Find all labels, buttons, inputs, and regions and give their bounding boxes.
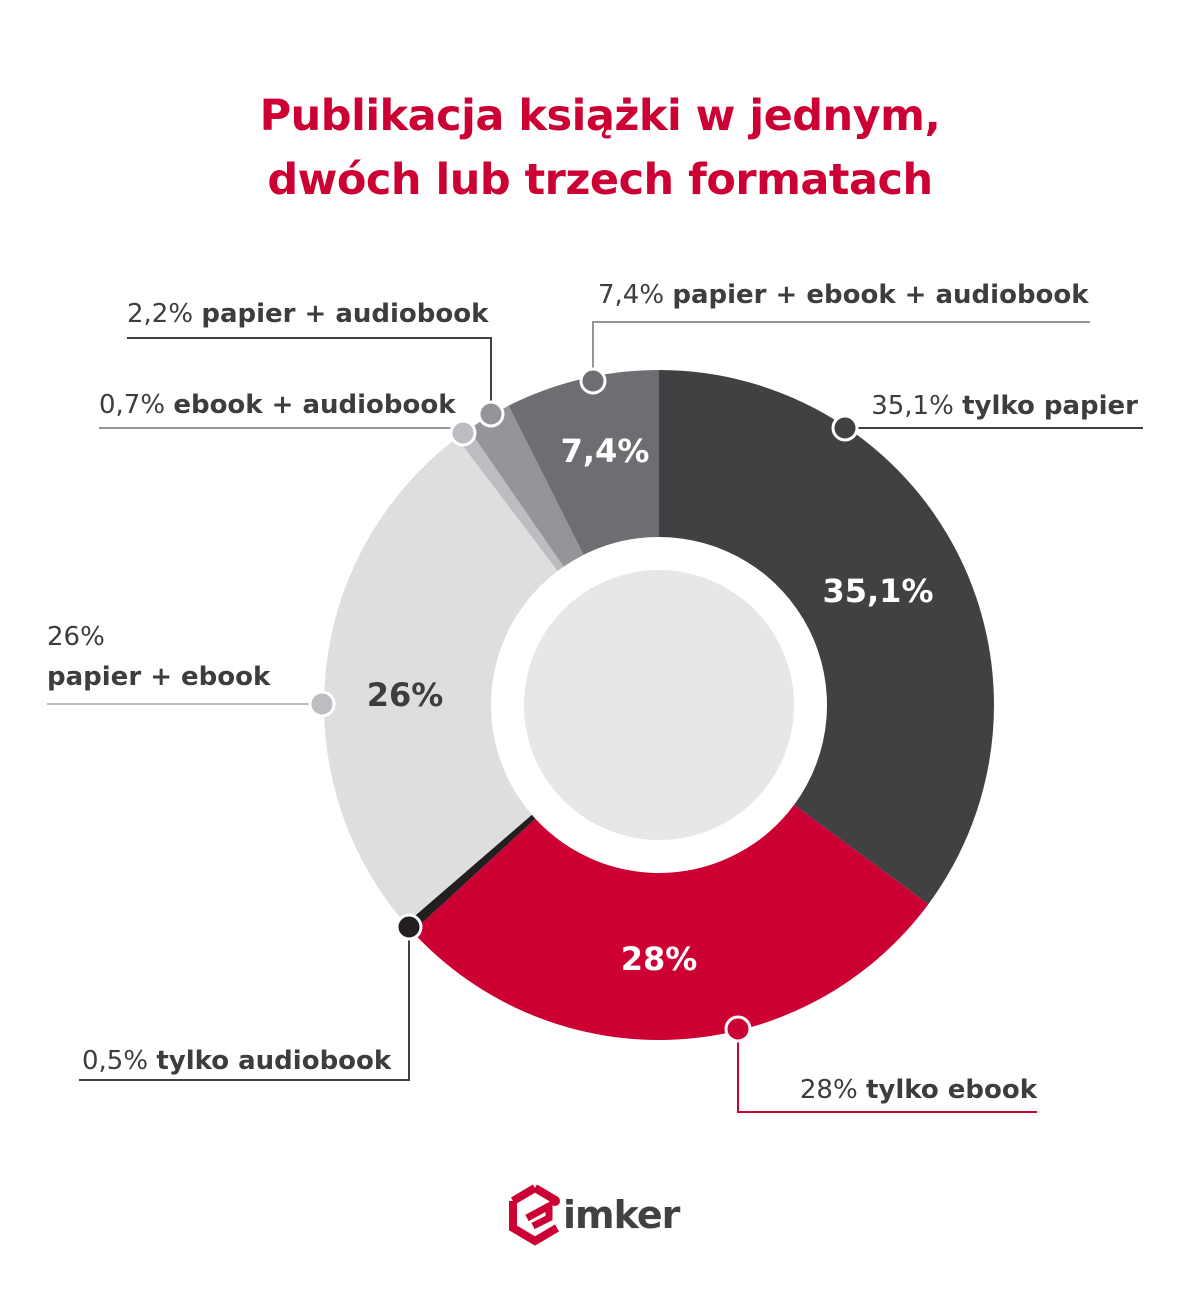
slice-value-label: 35,1%	[822, 572, 933, 610]
callout-label: 2,2% papier + audiobook	[127, 299, 489, 329]
callout-label: 0,7% ebook + audiobook	[99, 390, 456, 420]
callout-text: tylko ebook	[866, 1075, 1038, 1105]
callout-percent: 2,2%	[127, 299, 201, 329]
chart-title: Publikacja książki w jednym, dwóch lub t…	[0, 84, 1200, 212]
callout-label: 28% tylko ebook	[800, 1075, 1038, 1105]
callout-text: ebook + audiobook	[173, 390, 456, 420]
callout-text: papier + ebook	[47, 662, 271, 692]
callout-label: 35,1% tylko papier	[871, 391, 1138, 421]
callout-percent: 35,1%	[871, 391, 962, 421]
callout-percent: 0,5%	[82, 1046, 156, 1076]
chart-title-line-2: dwóch lub trzech formatach	[267, 155, 933, 205]
callout-text: papier + ebook + audiobook	[672, 280, 1089, 310]
callout-label: 26% papier + ebook	[47, 622, 271, 692]
callout-dot	[449, 419, 477, 447]
callout-text: papier + audiobook	[201, 299, 489, 329]
callout-dot	[308, 690, 336, 718]
callout-text: tylko audiobook	[156, 1046, 392, 1076]
slice-value-label: 26%	[367, 676, 444, 714]
donut-slice	[659, 370, 994, 905]
callout-dot	[579, 367, 607, 395]
callout-leader-line	[99, 427, 464, 434]
slice-value-label: 7,4%	[561, 432, 650, 470]
callout-percent: 0,7%	[99, 390, 173, 420]
callout-label: 7,4% papier + ebook + audiobook	[598, 280, 1089, 310]
callout-leader-line	[79, 927, 410, 1081]
callout-label: 0,5% tylko audiobook	[82, 1046, 392, 1076]
donut-slice	[405, 814, 536, 932]
donut-center	[524, 570, 794, 840]
donut-slice	[324, 437, 558, 924]
callout-dot	[477, 400, 505, 428]
callout-leader-line	[592, 321, 1090, 381]
callout-text: tylko papier	[962, 391, 1138, 421]
chart-title-line-1: Publikacja książki w jednym,	[259, 91, 941, 141]
logo-hexagon-icon	[509, 1184, 560, 1246]
callout-dot	[395, 913, 423, 941]
donut-slice	[456, 429, 564, 572]
callout-dot	[831, 414, 859, 442]
logo-text: imker	[563, 1193, 680, 1237]
callout-percent: 26%	[47, 622, 105, 652]
callout-percent: 28%	[800, 1075, 866, 1105]
donut-slice	[468, 405, 584, 567]
slice-value-label: 28%	[621, 940, 698, 978]
callout-percent: 7,4%	[598, 280, 672, 310]
callout-dot	[724, 1015, 752, 1043]
donut-slice	[508, 370, 659, 555]
donut-slice	[412, 804, 929, 1040]
callout-leader-line	[737, 1029, 1037, 1113]
imker-logo: imker	[505, 1182, 680, 1248]
callout-leader-line	[127, 337, 492, 414]
